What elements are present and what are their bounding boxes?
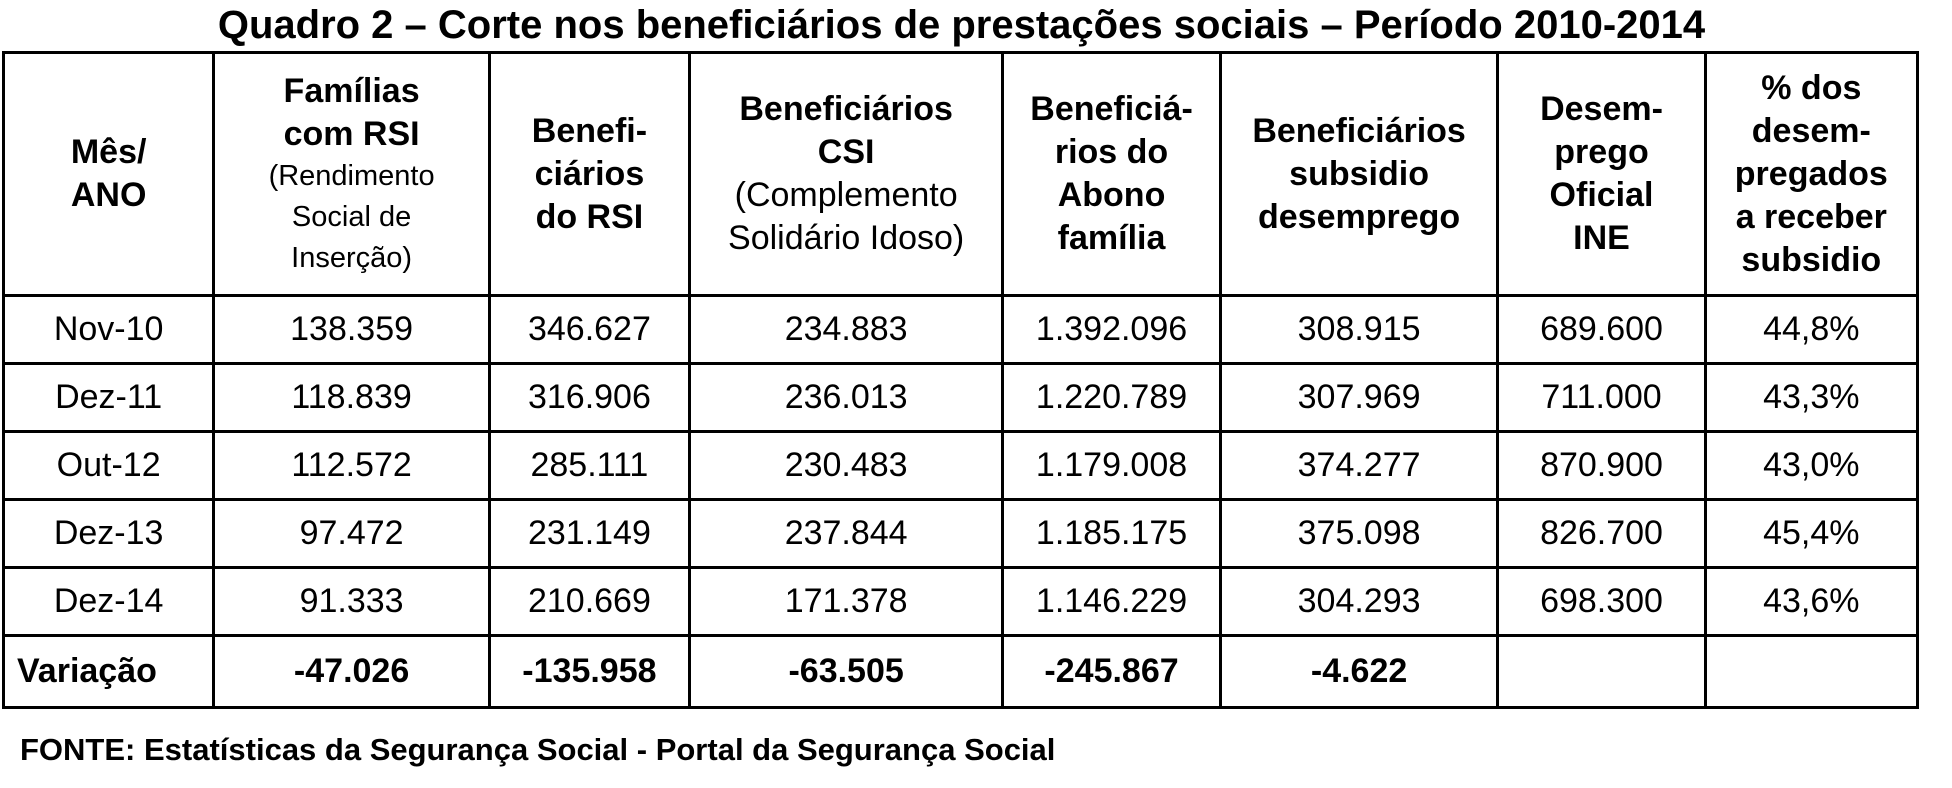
month-cell: Dez-14 — [1, 566, 216, 637]
header-families-rsi: Famílias com RSI (Rendimento Social de Inser… — [212, 51, 491, 297]
header-row: Mês/ANO Famílias com RSI (Rendimento Social… — [1, 51, 1920, 297]
header-official-unemployment: Desem-prego Oficial INE — [1496, 51, 1707, 297]
header-percent-receiving: % dos desem-pregados a receber subsidio — [1703, 51, 1920, 297]
table-cell: 97.472 — [212, 498, 491, 569]
table-cell: 711.000 — [1496, 362, 1707, 433]
variation-cell: -135.958 — [487, 634, 691, 709]
table-title: Quadro 2 – Corte nos beneficiários de pr… — [217, 3, 1706, 47]
table-cell: 346.627 — [487, 294, 691, 365]
table-cell: 689.600 — [1496, 294, 1707, 365]
table-row: Dez-13 97.472 231.149 237.844 1.185.175 … — [1, 498, 1920, 569]
variation-cell-empty — [1703, 634, 1920, 709]
table-cell: 230.483 — [687, 430, 1005, 501]
table-cell: 1.185.175 — [1001, 498, 1222, 569]
header-rsi-beneficiaries: Benefi-ciários do RSI — [487, 51, 691, 297]
table-cell: 43,6% — [1703, 566, 1920, 637]
table-cell: 374.277 — [1218, 430, 1500, 501]
table-cell: 307.969 — [1218, 362, 1500, 433]
table-cell: 234.883 — [687, 294, 1005, 365]
table-row: Out-12 112.572 285.111 230.483 1.179.008… — [1, 430, 1920, 501]
table-cell: 1.220.789 — [1001, 362, 1222, 433]
variation-cell-empty — [1496, 634, 1707, 709]
table-cell: 112.572 — [212, 430, 491, 501]
table-cell: 138.359 — [212, 294, 491, 365]
table-cell: 171.378 — [687, 566, 1005, 637]
header-family-allowance: Beneficiá-rios do Abono família — [1001, 51, 1222, 297]
variation-label: Variação — [1, 634, 216, 709]
variation-cell: -47.026 — [212, 634, 491, 709]
table-cell: 231.149 — [487, 498, 691, 569]
table-cell: 118.839 — [212, 362, 491, 433]
table-cell: 237.844 — [687, 498, 1005, 569]
header-unemployment-benefit: Beneficiários subsidio desemprego — [1218, 51, 1500, 297]
table-cell: 698.300 — [1496, 566, 1707, 637]
month-cell: Nov-10 — [1, 294, 216, 365]
variation-cell: -245.867 — [1001, 634, 1222, 709]
variation-row: Variação -47.026 -135.958 -63.505 -245.8… — [1, 634, 1920, 709]
table-cell: 1.392.096 — [1001, 294, 1222, 365]
variation-cell: -63.505 — [687, 634, 1005, 709]
table-cell: 308.915 — [1218, 294, 1500, 365]
table-cell: 870.900 — [1496, 430, 1707, 501]
table-cell: 1.146.229 — [1001, 566, 1222, 637]
table-cell: 304.293 — [1218, 566, 1500, 637]
header-csi-beneficiaries: Beneficiários CSI (Complemento Solidário Id… — [687, 51, 1005, 297]
table-cell: 1.179.008 — [1001, 430, 1222, 501]
source-note: FONTE: Estatísticas da Segurança Social … — [20, 732, 1056, 767]
benefits-table: Mês/ANO Famílias com RSI (Rendimento Social… — [1, 51, 1920, 709]
table-cell: 375.098 — [1218, 498, 1500, 569]
table-cell: 43,3% — [1703, 362, 1920, 433]
month-cell: Dez-11 — [1, 362, 216, 433]
table-row: Nov-10 138.359 346.627 234.883 1.392.096… — [1, 294, 1920, 365]
table-cell: 210.669 — [487, 566, 691, 637]
variation-cell: -4.622 — [1218, 634, 1500, 709]
table-cell: 44,8% — [1703, 294, 1920, 365]
table-row: Dez-11 118.839 316.906 236.013 1.220.789… — [1, 362, 1920, 433]
table-cell: 826.700 — [1496, 498, 1707, 569]
table-cell: 45,4% — [1703, 498, 1920, 569]
table-cell: 236.013 — [687, 362, 1005, 433]
table-cell: 43,0% — [1703, 430, 1920, 501]
table-row: Dez-14 91.333 210.669 171.378 1.146.229 … — [1, 566, 1920, 637]
table-cell: 91.333 — [212, 566, 491, 637]
month-cell: Dez-13 — [1, 498, 216, 569]
table-cell: 316.906 — [487, 362, 691, 433]
table-cell: 285.111 — [487, 430, 691, 501]
header-month-year: Mês/ANO — [1, 51, 216, 297]
month-cell: Out-12 — [1, 430, 216, 501]
